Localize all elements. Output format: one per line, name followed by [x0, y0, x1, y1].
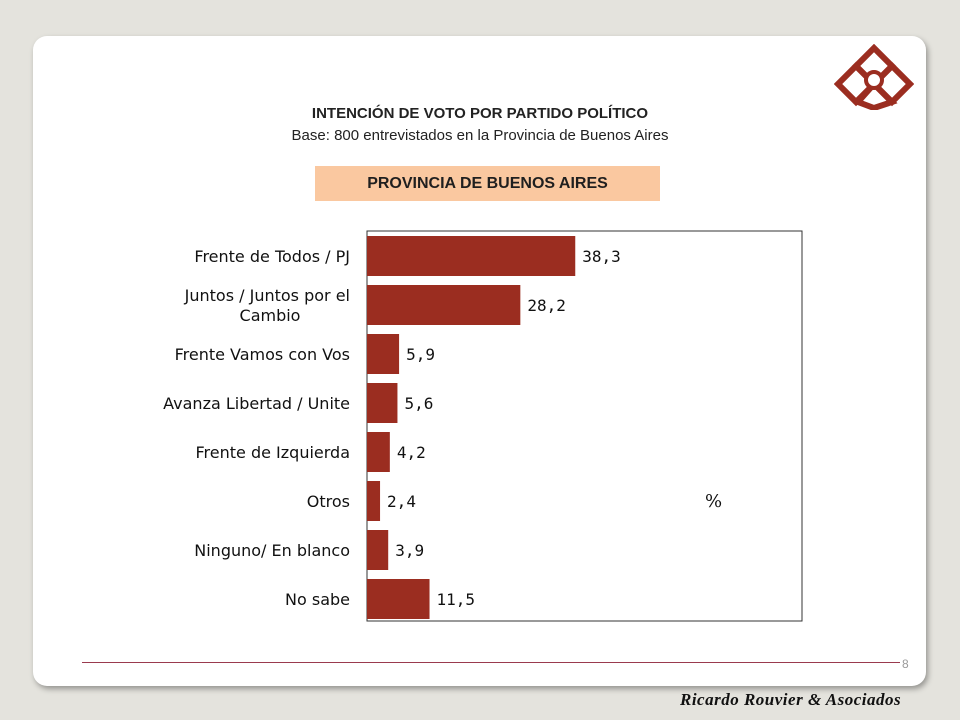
value-label-4: 4,2	[397, 443, 426, 462]
bar-5	[367, 481, 381, 521]
value-label-3: 5,6	[404, 394, 433, 413]
province-banner: PROVINCIA DE BUENOS AIRES	[315, 166, 660, 201]
category-label-0: Frente de Todos / PJ	[194, 247, 350, 266]
value-label-7: 11,5	[437, 590, 476, 609]
category-label-6: Ninguno/ En blanco	[194, 541, 350, 560]
category-label-2: Frente Vamos con Vos	[175, 345, 350, 364]
bar-7	[367, 579, 430, 619]
category-label-1-line-1: Cambio	[240, 306, 301, 325]
value-label-0: 38,3	[582, 247, 621, 266]
company-logo-icon	[834, 44, 914, 110]
bar-0	[367, 236, 576, 276]
bar-2	[367, 334, 400, 374]
category-label-7: No sabe	[285, 590, 350, 609]
page-number: 8	[902, 657, 909, 671]
value-label-2: 5,9	[406, 345, 435, 364]
chart-title: INTENCIÓN DE VOTO POR PARTIDO POLÍTICO	[311, 105, 649, 122]
chart-subtitle: Base: 800 entrevistados en la Provincia …	[291, 127, 669, 144]
category-label-3: Avanza Libertad / Unite	[163, 394, 350, 413]
brand-footer: Ricardo Rouvier & Asociados	[680, 690, 902, 709]
category-label-1-line-0: Juntos / Juntos por el	[184, 286, 350, 305]
value-label-6: 3,9	[395, 541, 424, 560]
bar-3	[367, 383, 398, 423]
bar-1	[367, 285, 521, 325]
value-label-5: 2,4	[387, 492, 416, 511]
bar-6	[367, 530, 389, 570]
bar-4	[367, 432, 390, 472]
category-label-4: Frente de Izquierda	[196, 443, 351, 462]
category-label-5: Otros	[307, 492, 350, 511]
footer-divider	[82, 662, 900, 663]
plot-frame	[366, 230, 803, 622]
slide-card	[33, 36, 926, 686]
value-label-1: 28,2	[527, 296, 566, 315]
unit-label: %	[705, 491, 722, 512]
